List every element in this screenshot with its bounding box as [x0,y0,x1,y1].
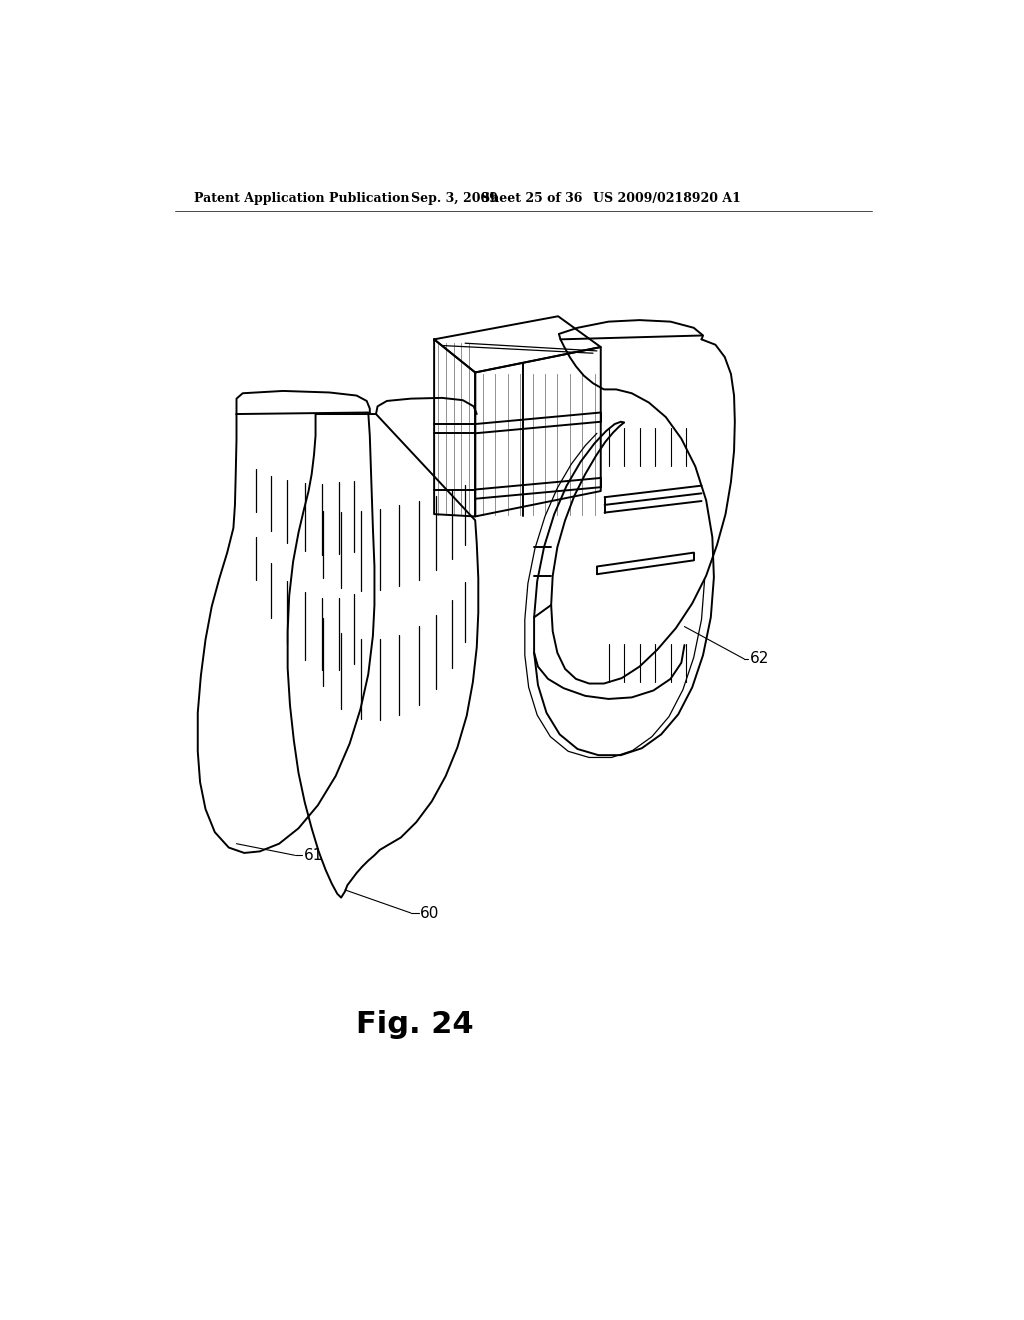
Text: Sep. 3, 2009: Sep. 3, 2009 [411,191,498,205]
Text: Sheet 25 of 36: Sheet 25 of 36 [480,191,582,205]
Text: Patent Application Publication: Patent Application Publication [194,191,410,205]
Text: Fig. 24: Fig. 24 [356,1010,473,1039]
Text: US 2009/0218920 A1: US 2009/0218920 A1 [593,191,741,205]
Text: 60: 60 [420,906,439,920]
Text: 62: 62 [751,651,770,667]
Text: 61: 61 [304,847,324,863]
